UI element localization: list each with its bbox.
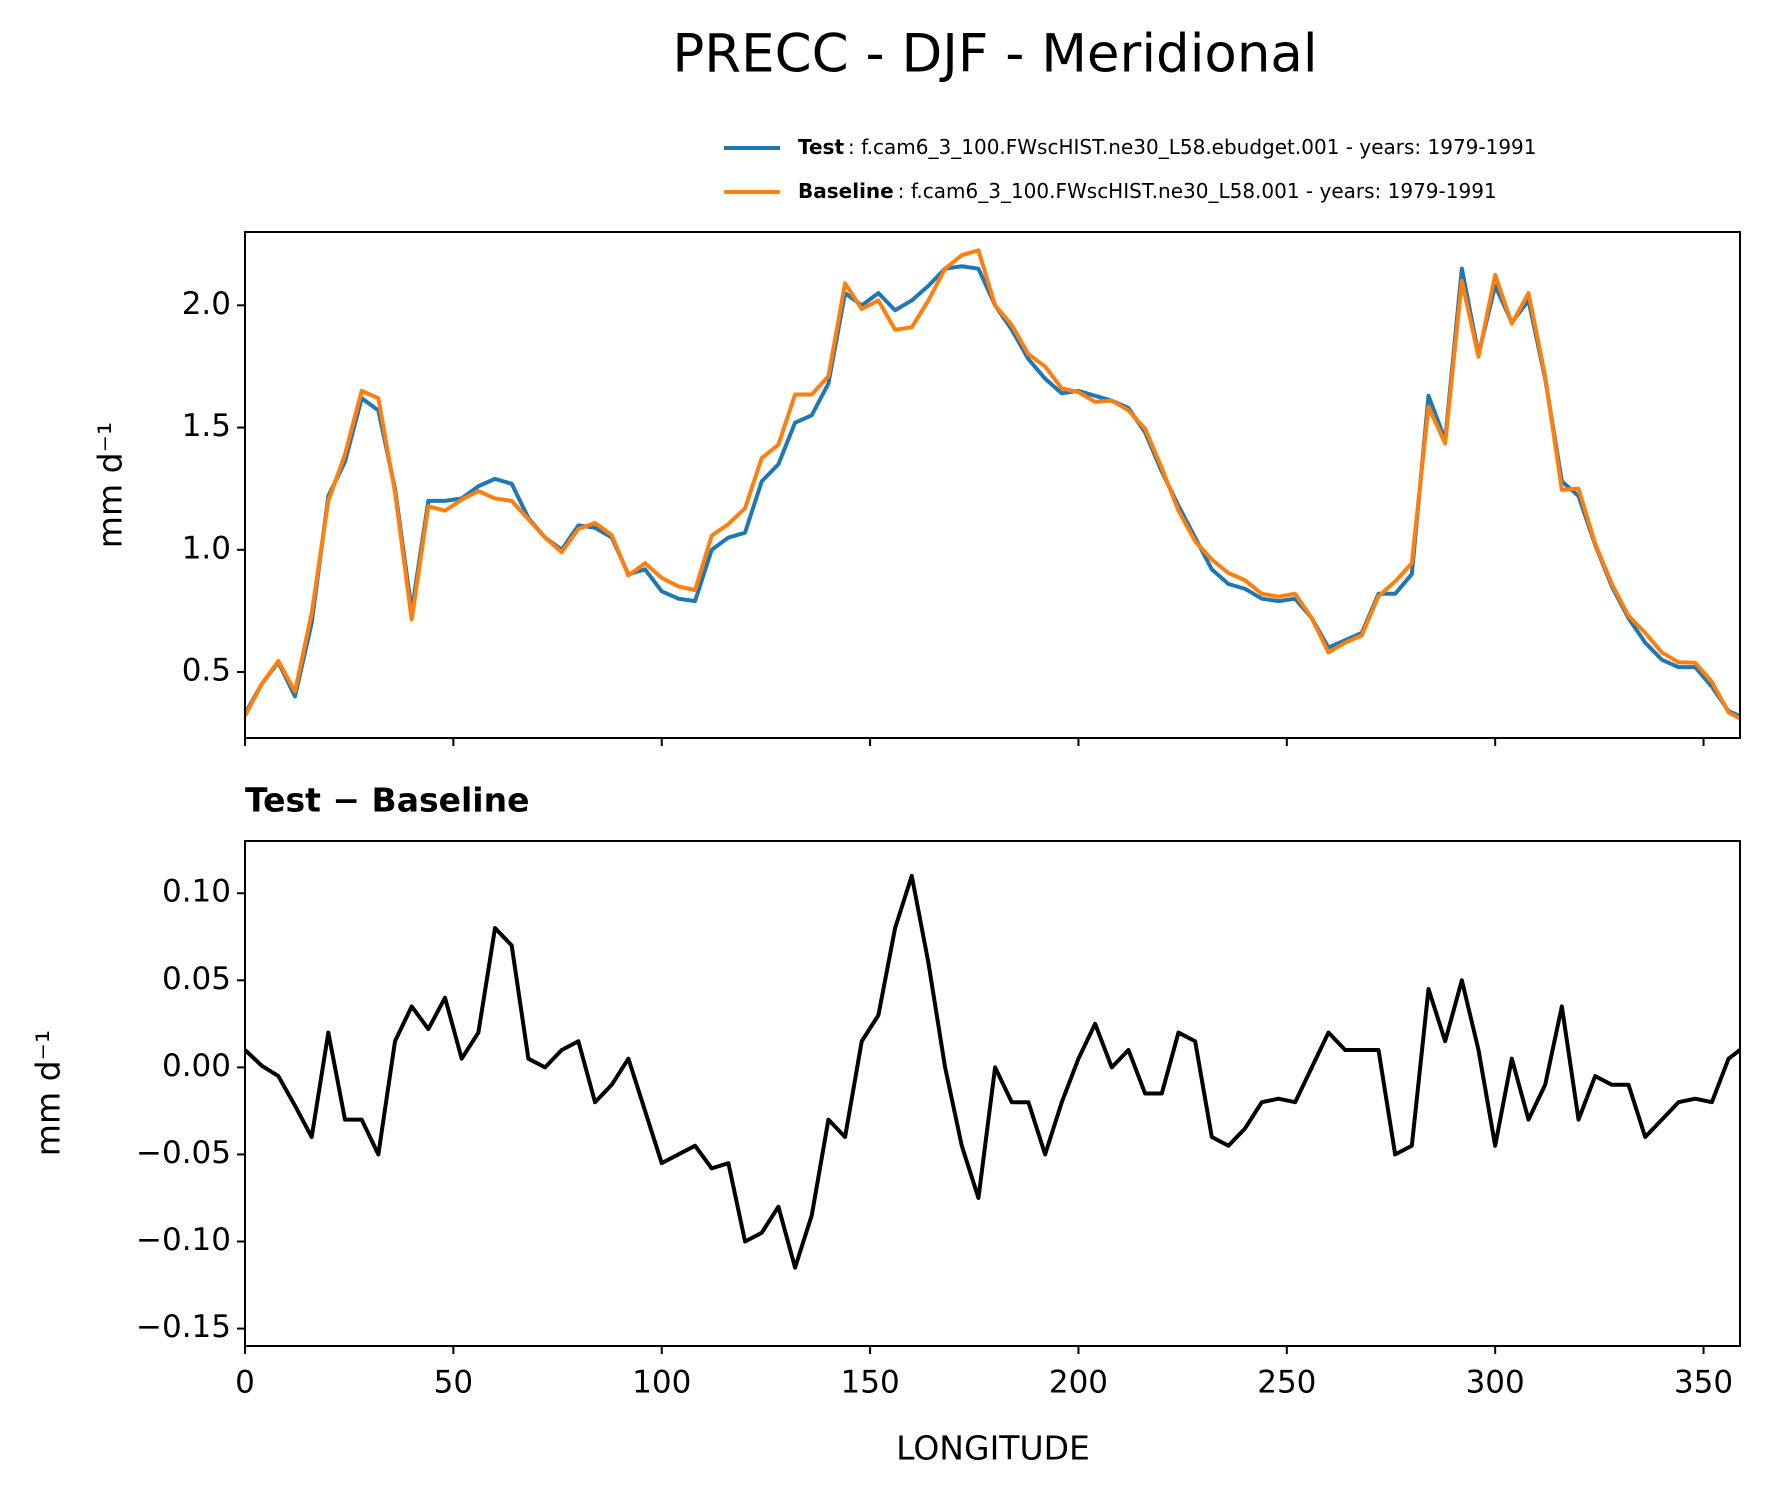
x-tick-label: 300: [1466, 1365, 1525, 1401]
x-tick-label: 50: [434, 1365, 473, 1401]
legend-name: Baseline: [798, 179, 894, 203]
y-tick-label: −0.15: [136, 1309, 231, 1345]
y-tick-label: 0.00: [162, 1048, 231, 1084]
legend-description: : f.cam6_3_100.FWscHIST.ne30_L58.001 - y…: [898, 179, 1497, 203]
y-tick-label: 1.5: [182, 408, 231, 444]
series-line: [245, 264, 1740, 718]
panel-title: Test − Baseline: [245, 781, 530, 820]
y-tick-label: 2.0: [182, 286, 231, 322]
x-tick-label: 150: [841, 1365, 900, 1401]
y-tick-label: −0.10: [136, 1222, 231, 1258]
x-tick-label: 350: [1674, 1365, 1733, 1401]
series-line: [245, 873, 1740, 1270]
legend-label: Baseline: f.cam6_3_100.FWscHIST.ne30_L58…: [798, 179, 1497, 203]
legend-description: : f.cam6_3_100.FWscHIST.ne30_L58.ebudget…: [848, 135, 1537, 159]
y-axis-label: mm d⁻¹: [29, 1030, 68, 1156]
chart-title: PRECC - DJF - Meridional: [672, 24, 1317, 85]
x-tick-label: 0: [235, 1365, 255, 1401]
y-tick-label: 0.5: [182, 653, 231, 689]
y-tick-label: 0.10: [162, 874, 231, 910]
x-axis-label: LONGITUDE: [896, 1429, 1090, 1468]
x-tick-label: 250: [1257, 1365, 1316, 1401]
y-axis-label: mm d⁻¹: [91, 422, 130, 548]
legend-label: Test: f.cam6_3_100.FWscHIST.ne30_L58.ebu…: [798, 135, 1537, 159]
y-tick-label: 1.0: [182, 530, 231, 566]
y-tick-label: −0.05: [136, 1135, 231, 1171]
axes-frame: [244, 840, 1741, 1347]
axes-frame: [244, 231, 1741, 739]
x-tick-label: 200: [1049, 1365, 1108, 1401]
y-tick-label: 0.05: [162, 961, 231, 997]
series-line: [245, 248, 1740, 721]
x-tick-label: 100: [632, 1365, 691, 1401]
legend-name: Test: [798, 135, 844, 159]
